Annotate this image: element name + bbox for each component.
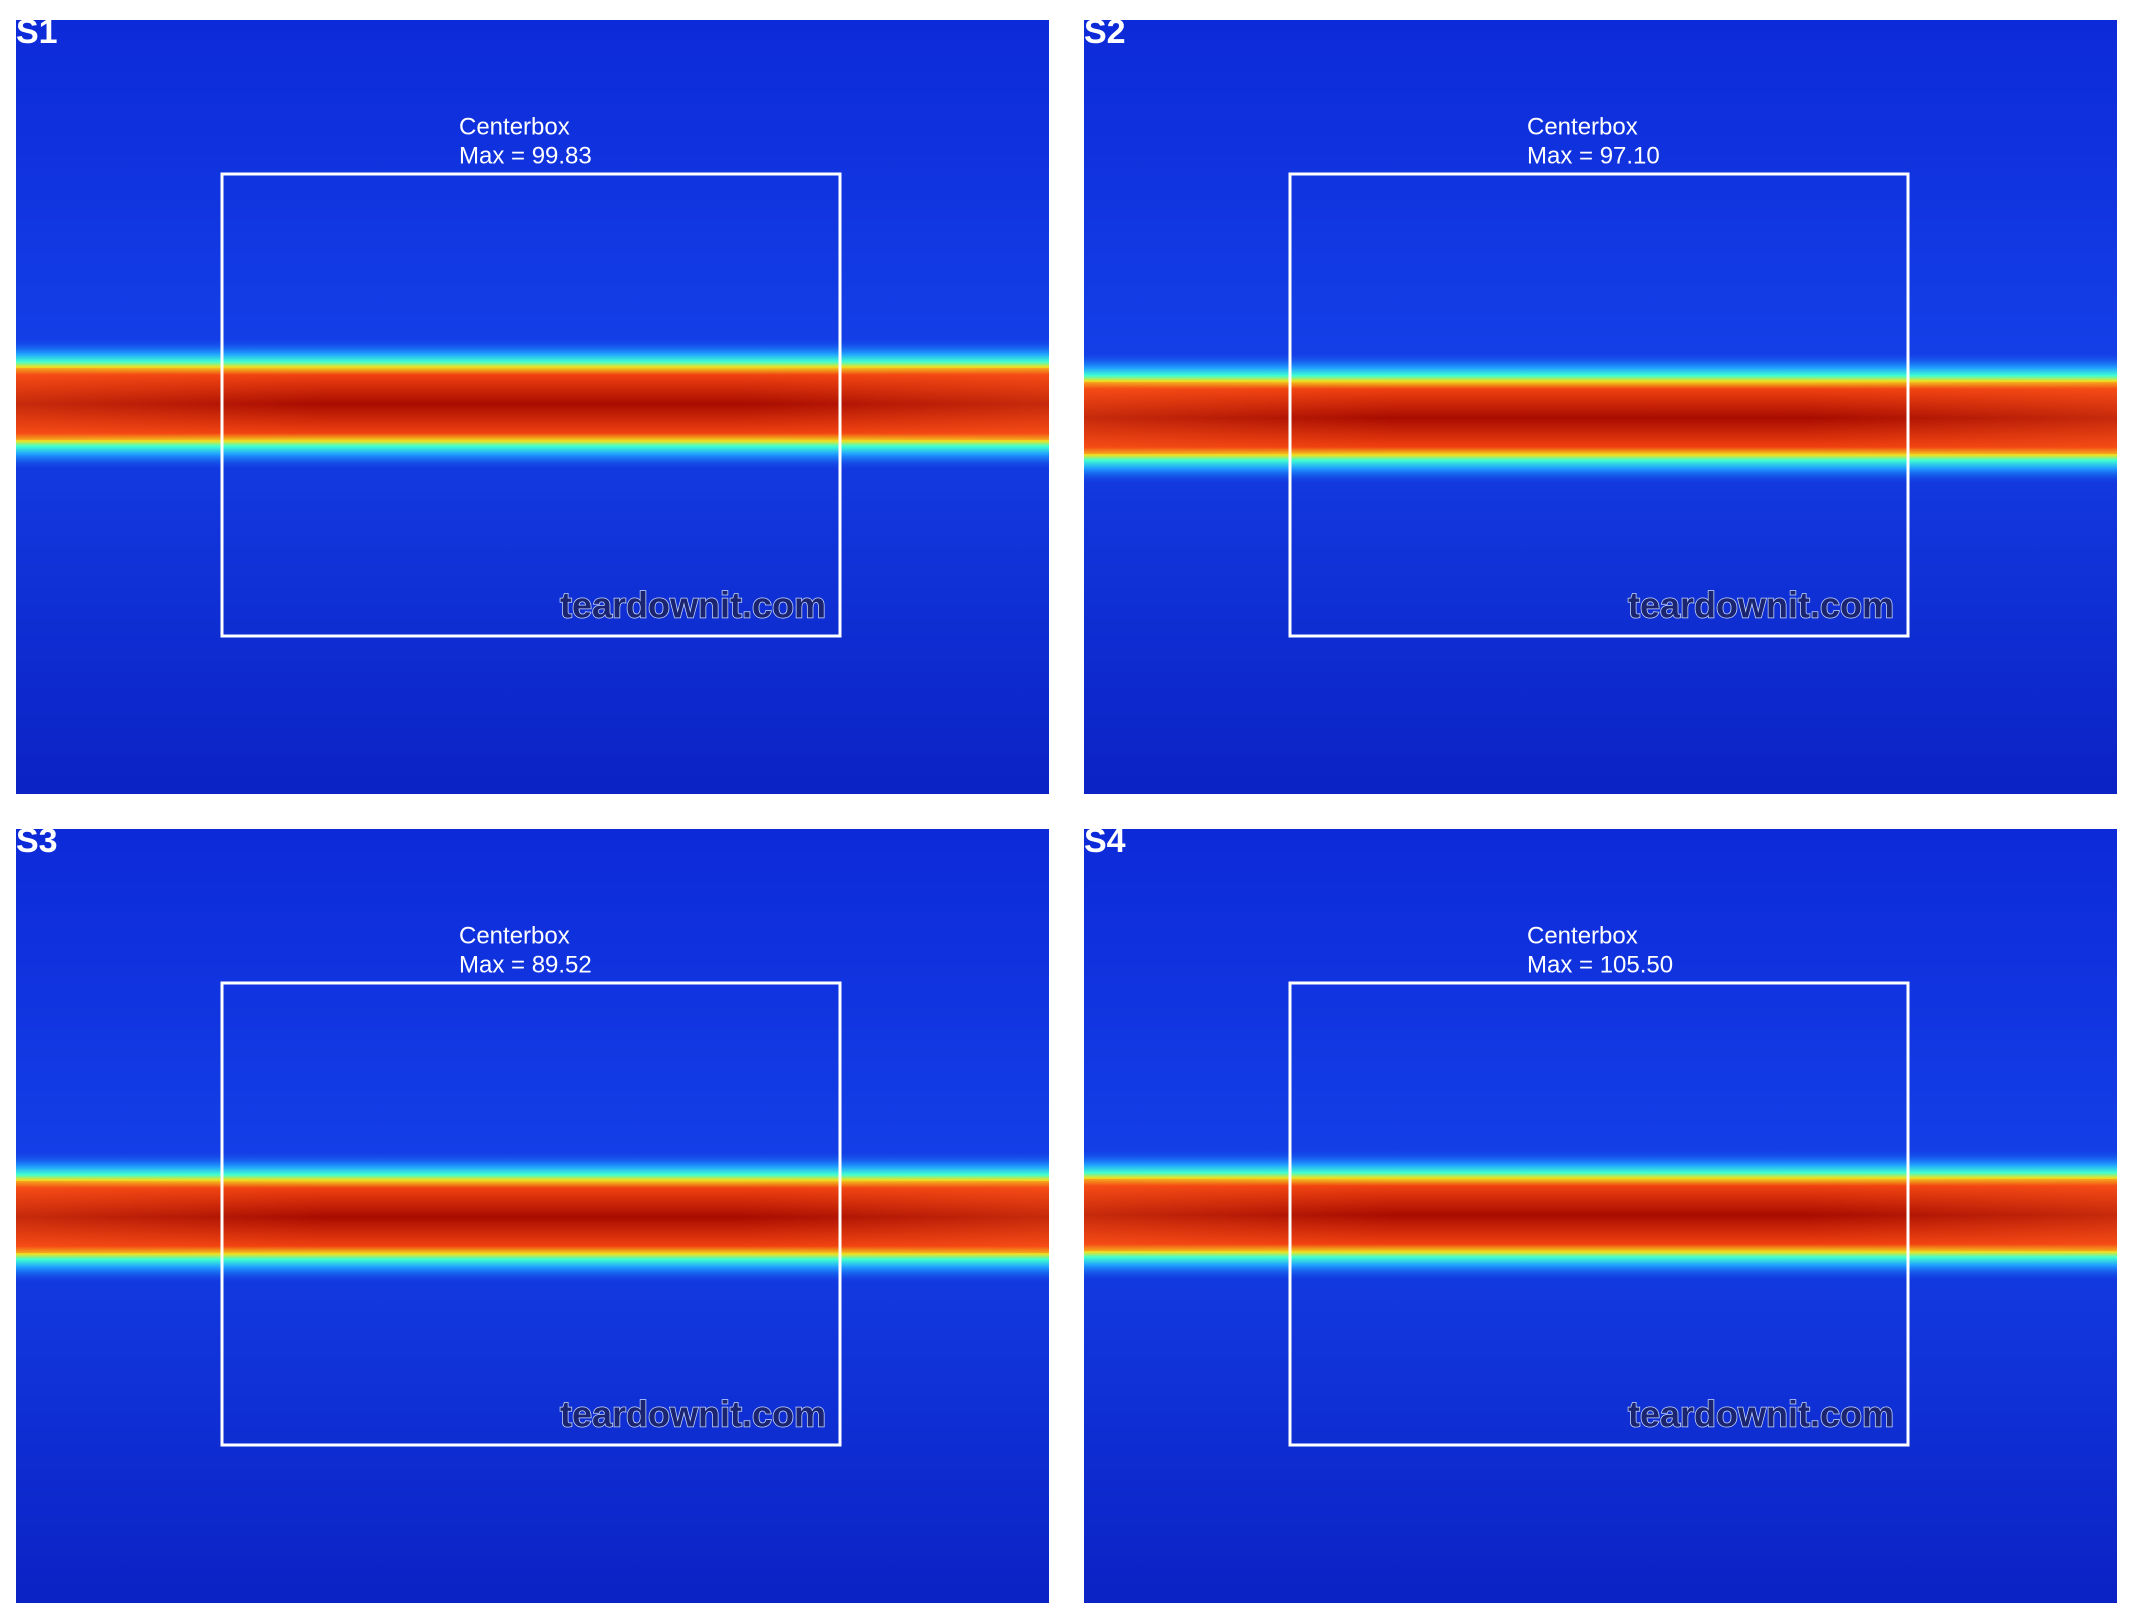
center-box [220,172,842,638]
panel-label: S4 [1084,829,1126,860]
band-shade [1084,382,2117,454]
max-label: Max = 105.50 [1527,951,1673,978]
box-title: Centerbox [1527,922,1638,949]
band-shade [1084,1179,2117,1251]
box-title: Centerbox [459,922,570,949]
watermark: teardownit.com [560,585,826,626]
band-shade [16,1181,1049,1253]
panel-label: S2 [1084,20,1126,51]
center-box [220,981,842,1447]
max-label: Max = 97.10 [1527,142,1660,169]
center-box [1288,981,1910,1447]
center-box [1288,172,1910,638]
box-title: Centerbox [459,113,570,140]
panel-label: S3 [16,829,58,860]
max-label: Max = 99.83 [459,142,592,169]
watermark: teardownit.com [1628,1394,1894,1435]
watermark: teardownit.com [1628,585,1894,626]
band-shade [16,368,1049,440]
watermark: teardownit.com [560,1394,826,1435]
box-title: Centerbox [1527,113,1638,140]
panel-label: S1 [16,20,58,51]
max-label: Max = 89.52 [459,951,592,978]
